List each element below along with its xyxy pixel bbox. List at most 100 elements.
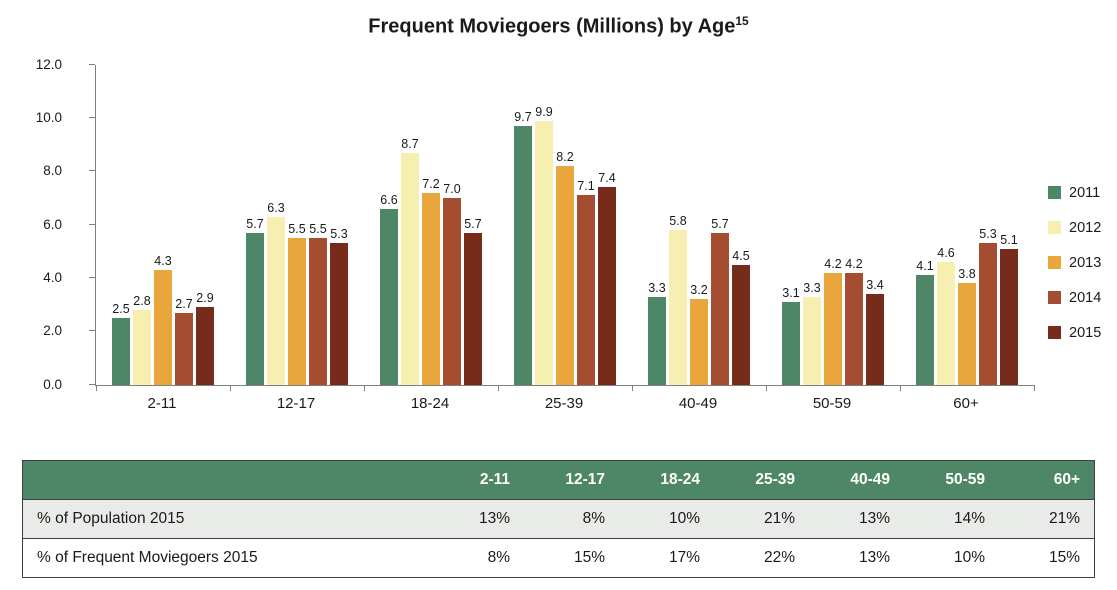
bar bbox=[916, 275, 934, 385]
y-tick-label: 2.0 bbox=[43, 323, 62, 339]
bar-column: 5.5 bbox=[309, 222, 328, 385]
bar bbox=[330, 243, 348, 385]
table-cell: 15% bbox=[573, 549, 605, 566]
bar-value-label: 2.7 bbox=[175, 296, 193, 311]
y-tick-label: 4.0 bbox=[43, 270, 62, 285]
table-cell: 8% bbox=[487, 549, 510, 566]
bar bbox=[175, 312, 193, 385]
bar-column: 5.3 bbox=[979, 227, 998, 385]
bar bbox=[732, 264, 750, 385]
bar-value-label: 5.7 bbox=[464, 216, 482, 231]
y-tick-mark bbox=[89, 223, 95, 225]
bar-column: 3.4 bbox=[866, 278, 885, 385]
bar-value-label: 5.3 bbox=[979, 227, 997, 242]
bar-group: 5.7 6.3 5.5 5.5 5.3 bbox=[230, 65, 364, 385]
bar bbox=[824, 272, 842, 385]
bar bbox=[514, 126, 532, 385]
bar-column: 6.3 bbox=[267, 201, 286, 385]
bar-value-label: 5.1 bbox=[1000, 232, 1018, 247]
x-tick-mark bbox=[230, 384, 231, 391]
table-header-cell: 60+ bbox=[1053, 471, 1080, 488]
bar bbox=[979, 243, 997, 385]
bar-value-label: 8.7 bbox=[401, 136, 419, 151]
y-tick-mark bbox=[89, 330, 95, 332]
bar-value-label: 5.3 bbox=[330, 227, 348, 242]
bar-value-label: 5.7 bbox=[246, 216, 264, 231]
bar-value-label: 3.2 bbox=[690, 283, 708, 298]
legend-label: 2014 bbox=[1069, 289, 1102, 306]
bar bbox=[443, 198, 461, 385]
bar-value-label: 5.7 bbox=[711, 216, 729, 231]
bar-column: 4.2 bbox=[824, 257, 843, 385]
y-tick-label: 10.0 bbox=[35, 110, 62, 125]
table-header-row: 2-11 12-17 18-24 25-39 40-49 50-59 60+ bbox=[23, 461, 1094, 499]
table-cell: 15% bbox=[1048, 549, 1080, 566]
bar-value-label: 7.2 bbox=[422, 176, 440, 191]
bar-group: 2.5 2.8 4.3 2.7 2.9 bbox=[96, 65, 230, 385]
bar-column: 8.2 bbox=[556, 150, 575, 385]
bar bbox=[648, 296, 666, 385]
table-cell: 14% bbox=[953, 510, 985, 527]
bar-value-label: 3.3 bbox=[803, 280, 821, 295]
bar bbox=[196, 307, 214, 385]
bar bbox=[464, 232, 482, 385]
bar-value-label: 3.4 bbox=[866, 278, 884, 292]
bar bbox=[577, 195, 595, 385]
y-tick-label: 0.0 bbox=[43, 376, 62, 392]
table-header-cell: 12-17 bbox=[565, 471, 605, 488]
bar-column: 5.5 bbox=[288, 222, 307, 385]
bar bbox=[535, 120, 553, 385]
bar bbox=[782, 302, 800, 385]
bar-value-label: 8.2 bbox=[556, 150, 574, 164]
bar-column: 4.2 bbox=[845, 257, 864, 385]
table-cell: 13% bbox=[858, 549, 890, 566]
bar-column: 5.7 bbox=[711, 217, 730, 385]
chart-title-text: Frequent Moviegoers (Millions) by Age bbox=[368, 15, 736, 38]
legend-swatch bbox=[1048, 326, 1061, 340]
table-header-cell: 50-59 bbox=[945, 471, 985, 488]
table-cell: 10% bbox=[668, 510, 700, 527]
x-tick-mark bbox=[632, 384, 633, 391]
y-tick-mark bbox=[89, 170, 95, 172]
x-tick-label: 12-17 bbox=[276, 394, 316, 412]
y-tick-mark bbox=[89, 277, 95, 278]
bar-column: 8.7 bbox=[401, 137, 420, 385]
bar-column: 2.7 bbox=[175, 297, 194, 385]
table-cell: 8% bbox=[582, 510, 605, 527]
table-row-label: % of Population 2015 bbox=[37, 510, 185, 527]
x-tick-mark bbox=[900, 384, 901, 391]
bar-group: 6.6 8.7 7.2 7.0 5.7 bbox=[364, 65, 498, 385]
bar-group: 9.7 9.9 8.2 7.1 7.4 bbox=[498, 65, 632, 385]
bar-value-label: 7.4 bbox=[598, 171, 616, 186]
bar-column: 7.0 bbox=[443, 182, 462, 385]
bar-value-label: 3.1 bbox=[782, 286, 800, 300]
bar bbox=[845, 272, 863, 385]
bar-column: 7.1 bbox=[577, 179, 596, 385]
bar-column: 9.9 bbox=[535, 105, 554, 385]
table-cell: 17% bbox=[668, 549, 700, 566]
bar-value-label: 3.8 bbox=[958, 267, 976, 282]
table-cell: 10% bbox=[953, 549, 985, 566]
bar bbox=[711, 232, 729, 385]
table-cell: 13% bbox=[478, 510, 510, 527]
bar-value-label: 6.3 bbox=[267, 200, 285, 215]
y-tick-label: 6.0 bbox=[43, 216, 62, 232]
bar-value-label: 2.8 bbox=[133, 294, 151, 308]
bar bbox=[246, 232, 264, 385]
bar-column: 5.7 bbox=[246, 217, 265, 385]
bar-column: 7.2 bbox=[422, 177, 441, 385]
bar-value-label: 7.1 bbox=[577, 179, 595, 194]
y-tick-label: 8.0 bbox=[43, 163, 62, 179]
x-tick-label: 18-24 bbox=[410, 394, 450, 412]
bar-column: 5.8 bbox=[669, 214, 688, 385]
legend-item: 2015 bbox=[1048, 325, 1101, 341]
y-tick-label: 12.0 bbox=[35, 56, 62, 72]
bar bbox=[866, 294, 884, 385]
bar-value-label: 5.5 bbox=[288, 222, 306, 236]
x-tick-mark bbox=[96, 384, 97, 391]
table-row: % of Population 2015 13% 8% 10% 21% 13% 14% 21% bbox=[23, 499, 1094, 538]
bar-column: 4.1 bbox=[916, 259, 935, 385]
bar-column: 3.3 bbox=[648, 281, 667, 385]
y-tick-mark bbox=[89, 383, 95, 385]
